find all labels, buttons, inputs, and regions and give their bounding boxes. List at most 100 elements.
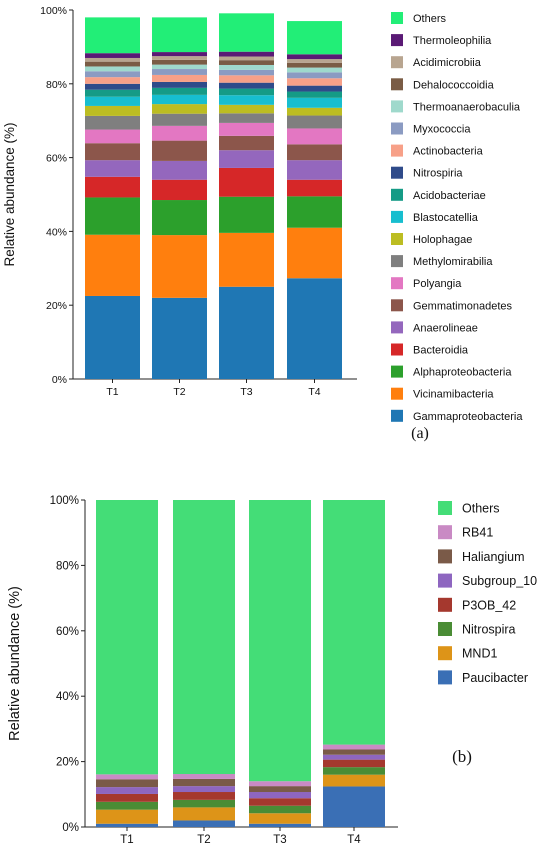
bar-segment-anaerolineae-t1: [85, 160, 140, 177]
bar-segment-nitrospira-t3: [249, 805, 311, 814]
legend-label: Acidimicrobiia: [413, 57, 482, 69]
legend-item: Vicinamibacteria: [391, 387, 494, 401]
bar-segment-acidimicrobiia-t2: [152, 56, 207, 60]
legend-swatch: [391, 122, 403, 135]
bar-segment-anaerolineae-t4: [287, 160, 342, 180]
bars: [85, 13, 342, 379]
legend-item: Acidobacteriae: [391, 188, 486, 202]
bar-segment-actinobacteria-t2: [152, 74, 207, 82]
legend-label: RB41: [462, 526, 493, 540]
legend-item: MND1: [438, 646, 497, 661]
bar-segment-paucibacter-t4: [323, 786, 385, 827]
legend-label: Acidobacteriae: [413, 190, 486, 202]
bar-segment-alphaproteobacteria-t4: [287, 196, 342, 228]
bar-segment-mnd1-t4: [323, 774, 385, 787]
bar-segment-subgroup-10-t3: [249, 792, 311, 799]
legend-swatch: [391, 299, 403, 312]
bar-segment-vicinamibacteria-t2: [152, 235, 207, 298]
legend-label: Haliangium: [462, 550, 525, 564]
bar-segment-thermoanaerobaculia-t4: [287, 67, 342, 73]
y-tick-label: 40%: [56, 691, 79, 703]
bar-segment-thermoanaerobaculia-t3: [219, 64, 274, 70]
legend-swatch: [391, 343, 403, 356]
legend-item: Paucibacter: [438, 670, 528, 685]
legend-label: P3OB_42: [462, 598, 516, 612]
legend-swatch: [391, 409, 403, 422]
bar-segment-dehalococcoidia-t3: [219, 60, 274, 65]
legend-swatch: [438, 597, 452, 612]
bar-segment-paucibacter-t1: [96, 823, 158, 827]
panel-label: (a): [411, 425, 429, 442]
x-tick-label: T2: [173, 386, 185, 398]
legend-label: Myxococcia: [413, 123, 471, 135]
y-tick-label: 60%: [46, 153, 67, 165]
bar-segment-methylomirabilia-t4: [287, 115, 342, 129]
bar-segment-nitrospiria-t2: [152, 81, 207, 88]
legend-item: Blastocatellia: [391, 210, 479, 224]
bar-segment-gammaproteobacteria-t3: [219, 286, 274, 379]
bar-segment-alphaproteobacteria-t1: [85, 197, 140, 235]
bar-segment-p3ob-42-t3: [249, 798, 311, 806]
x-tick-label: T3: [240, 386, 252, 398]
legend-item: Anaerolineae: [391, 321, 478, 334]
bar-segment-mnd1-t1: [96, 809, 158, 824]
bar-segment-nitrospiria-t4: [287, 85, 342, 92]
bar-segment-polyangia-t3: [219, 122, 274, 136]
bar-segment-others-t3: [249, 500, 311, 782]
legend-swatch: [391, 233, 403, 245]
bar-segment-p3ob-42-t2: [173, 792, 235, 800]
bar-segment-thermoleophilia-t1: [85, 53, 140, 58]
bar-segment-subgroup-10-t4: [323, 754, 385, 760]
bar-segment-holophagae-t2: [152, 104, 207, 114]
legend-label: Holophagae: [413, 234, 472, 246]
bar-segment-rb41-t2: [173, 774, 235, 779]
legend-item: Holophagae: [391, 233, 472, 246]
bar-segment-subgroup-10-t1: [96, 787, 158, 794]
bar-segment-thermoanaerobaculia-t2: [152, 64, 207, 70]
legend: Others RB41 Haliangium Subgroup_10 P3OB_42 Ni…: [438, 501, 537, 685]
legend-swatch: [391, 277, 403, 290]
legend-label: Polyangia: [413, 278, 462, 290]
axes: 0% 20% 40% 60% 80% 100% Relative abundance (%)…: [2, 5, 357, 398]
x-tick-label: T4: [347, 834, 361, 846]
legend-item: Gemmatimonadetes: [391, 299, 513, 312]
y-tick-label: 100%: [40, 5, 67, 17]
bar-segment-acidobacteriae-t1: [85, 89, 140, 97]
bar-segment-acidimicrobiia-t3: [219, 56, 274, 61]
legend-item: Nitrospiria: [391, 166, 463, 180]
bar-segment-gemmatimonadetes-t2: [152, 140, 207, 161]
bar-segment-thermoleophilia-t4: [287, 54, 342, 60]
bar-segment-holophagae-t4: [287, 107, 342, 116]
legend-label: Gemmatimonadetes: [413, 300, 513, 312]
legend-item: Acidimicrobiia: [391, 56, 482, 69]
bar-segment-mnd1-t2: [173, 807, 235, 821]
legend-swatch: [391, 100, 403, 113]
bar-segment-bacteroidia-t2: [152, 179, 207, 201]
legend-swatch: [391, 321, 403, 334]
bar-segment-haliangium-t3: [249, 786, 311, 793]
legend-item: Thermoleophilia: [391, 34, 492, 47]
bar-segment-others-t3: [219, 13, 274, 52]
bar-segment-gemmatimonadetes-t3: [219, 135, 274, 151]
legend-label: Thermoanaerobaculia: [413, 101, 521, 113]
bar-segment-vicinamibacteria-t1: [85, 234, 140, 296]
bar-segment-actinobacteria-t3: [219, 75, 274, 83]
y-tick-label: 100%: [50, 495, 79, 507]
legend-label: Methylomirabilia: [413, 256, 493, 268]
bar-segment-nitrospira-t2: [173, 799, 235, 808]
bar-segment-methylomirabilia-t1: [85, 115, 140, 130]
bar-segment-acidobacteriae-t2: [152, 87, 207, 95]
legend-swatch: [438, 525, 452, 540]
y-tick-label: 80%: [46, 79, 67, 91]
bar-segment-holophagae-t1: [85, 105, 140, 116]
legend-item: Actinobacteria: [391, 144, 484, 158]
bar-segment-actinobacteria-t4: [287, 78, 342, 86]
bar-segment-rb41-t3: [249, 781, 311, 787]
bar-segment-rb41-t4: [323, 744, 385, 750]
bar-segment-vicinamibacteria-t3: [219, 232, 274, 287]
legend-label: Gammaproteobacteria: [413, 411, 523, 423]
legend: Others Thermoleophilia Acidimicrobiia Dehal…: [391, 12, 523, 423]
bar-segment-blastocatellia-t3: [219, 95, 274, 105]
panel-label: (b): [452, 747, 472, 766]
